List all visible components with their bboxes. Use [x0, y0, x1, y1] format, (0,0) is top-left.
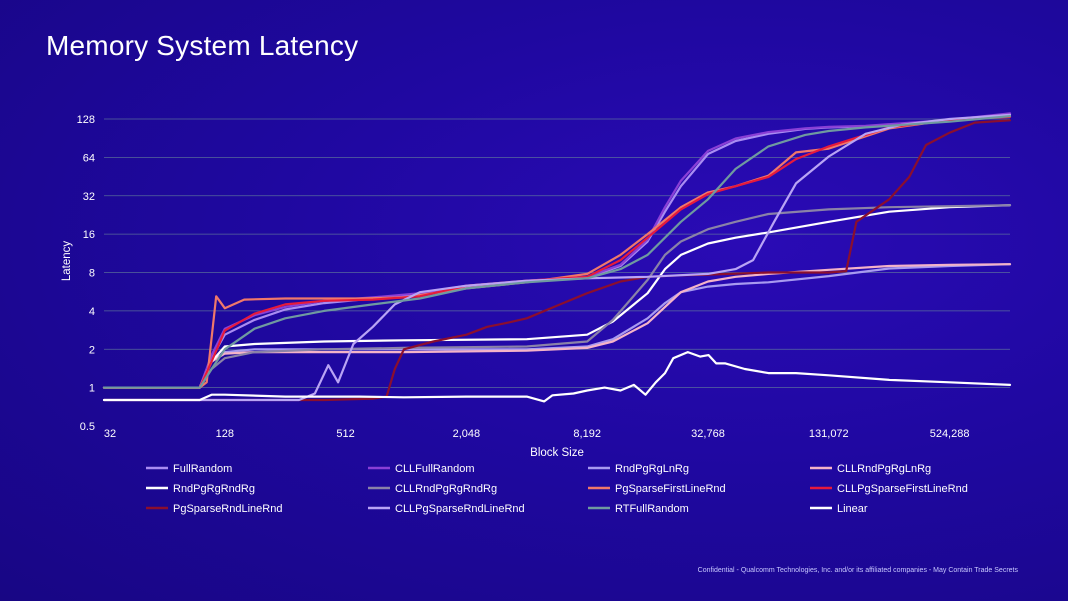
y-tick-label: 16 — [83, 229, 95, 241]
legend-label: CLLPgSparseRndLineRnd — [395, 503, 525, 515]
series-line-RndPgRgRndRg — [102, 204, 1012, 389]
series-line-PgSparseRndLineRnd — [102, 119, 1012, 402]
y-tick-label: 32 — [83, 191, 95, 203]
y-tick-label: 1 — [89, 383, 95, 395]
page-title: Memory System Latency — [46, 30, 359, 61]
legend-label: RTFullRandom — [615, 503, 689, 515]
legend-label: CLLFullRandom — [395, 463, 474, 475]
series-line-FullRandom — [102, 112, 1012, 389]
series-line-PgSparseFirstLineRnd — [102, 115, 1012, 389]
y-tick-label: 4 — [89, 306, 95, 318]
series-line-CLLRndPgRgRndRg — [102, 204, 1012, 389]
x-tick-label: 128 — [216, 428, 234, 440]
legend-label: CLLRndPgRgLnRg — [837, 463, 931, 475]
series-lines — [102, 112, 1012, 403]
x-tick-label: 32,768 — [691, 428, 725, 440]
legend-label: PgSparseRndLineRnd — [173, 503, 282, 515]
x-axis-ticks: 32 128 512 2,048 8,192 32,768 131,072 524,288 — [104, 428, 970, 440]
legend-label: FullRandom — [173, 463, 232, 475]
legend-label: RndPgRgRndRg — [173, 483, 255, 495]
y-axis-label: Latency — [61, 241, 73, 282]
x-tick-label: 131,072 — [809, 428, 849, 440]
series-line-CLLFullRandom — [102, 112, 1012, 389]
series-line-Linear — [102, 351, 1012, 403]
legend-label: Linear — [837, 503, 868, 515]
series-line-CLLPgSparseFirstLineRnd — [102, 115, 1012, 389]
x-tick-label: 524,288 — [930, 428, 970, 440]
legend-label: CLLPgSparseFirstLineRnd — [837, 483, 968, 495]
x-tick-label: 32 — [104, 428, 116, 440]
series-line-CLLRndPgRgLnRg — [102, 263, 1012, 389]
y-tick-label: 2 — [89, 344, 95, 356]
y-tick-label: 64 — [83, 152, 95, 164]
y-tick-label: 8 — [89, 268, 95, 280]
series-line-RTFullRandom — [102, 115, 1012, 389]
legend-label: RndPgRgLnRg — [615, 463, 689, 475]
x-axis-label: Block Size — [530, 447, 584, 459]
legend-label: PgSparseFirstLineRnd — [615, 483, 726, 495]
y-tick-label: 128 — [77, 114, 95, 126]
x-tick-label: 8,192 — [573, 428, 601, 440]
y-tick-label: 0.5 — [80, 421, 95, 433]
legend: FullRandom CLLFullRandom RndPgRgLnRg CLLRnd… — [146, 463, 968, 515]
legend-label: CLLRndPgRgRndRg — [395, 483, 497, 495]
x-tick-label: 512 — [336, 428, 354, 440]
x-tick-label: 2,048 — [453, 428, 481, 440]
y-axis-ticks: 0.5 1 2 4 8 16 32 64 128 — [77, 114, 95, 433]
series-line-RndPgRgLnRg — [102, 263, 1012, 389]
confidentiality-footer: Confidential - Qualcomm Technologies, In… — [697, 567, 1018, 574]
